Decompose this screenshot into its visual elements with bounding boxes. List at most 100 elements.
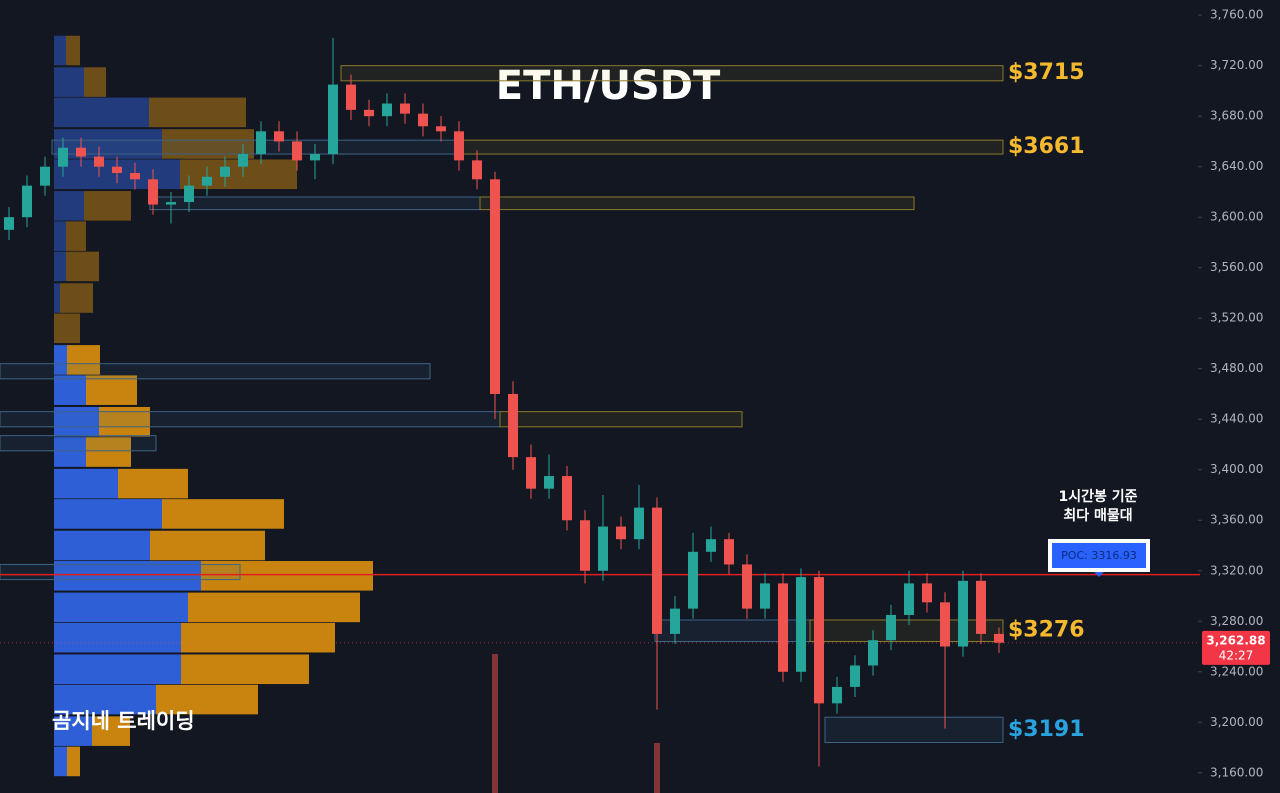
profile-buy (54, 622, 181, 653)
profile-sell (66, 35, 80, 66)
zone (0, 563, 241, 581)
zone-label: $3191 (1008, 717, 1085, 742)
price-tag-countdown: 42:27 (1219, 648, 1254, 662)
profile-buy (54, 375, 86, 405)
profile-buy (54, 561, 201, 591)
profile-buy (54, 437, 86, 467)
candle-body (112, 166, 122, 173)
profile-sell (118, 468, 188, 499)
candle-body (418, 113, 428, 127)
y-tick-label: 3,160.00 (1210, 765, 1263, 779)
poc-label: POC: 3316.93 (1061, 549, 1137, 562)
profile-buy (54, 67, 84, 97)
y-tick-label: 3,720.00 (1210, 58, 1263, 72)
zone-label: $3715 (1008, 60, 1085, 85)
profile-sell (181, 622, 335, 653)
zone (0, 363, 431, 380)
candle-body (94, 156, 104, 167)
profile-buy (54, 191, 84, 221)
profile-buy (54, 746, 67, 777)
profile-buy (54, 530, 150, 561)
zone-label: $3276 (1008, 618, 1085, 643)
profile-sell (54, 313, 80, 344)
y-tick-label: 3,520.00 (1210, 311, 1263, 325)
profile-sell (60, 283, 93, 313)
profile-buy (54, 221, 66, 251)
profile-buy (54, 35, 66, 66)
candle-body (40, 166, 50, 186)
profile-buy (54, 654, 181, 685)
annotation: 1시간봉 기준 (1058, 488, 1137, 505)
y-tick-label: 3,360.00 (1210, 513, 1263, 527)
candle-body (634, 507, 644, 540)
y-tick-label: 3,560.00 (1210, 260, 1263, 274)
zone (479, 196, 915, 211)
candle-body (814, 577, 824, 704)
candle-body (4, 217, 14, 230)
candle-body (976, 580, 986, 634)
chart-title: ETH/USDT (496, 63, 721, 109)
y-tick-label: 3,320.00 (1210, 563, 1263, 577)
y-tick-label: 3,600.00 (1210, 210, 1263, 224)
volume-bar (654, 743, 660, 793)
profile-sell (86, 375, 137, 405)
profile-sell (84, 67, 106, 97)
profile-buy (54, 684, 156, 715)
y-tick-label: 3,280.00 (1210, 614, 1263, 628)
candle-body (688, 551, 698, 609)
profile-buy (54, 468, 118, 499)
profile-sell (84, 191, 131, 221)
candle-body (130, 172, 140, 180)
zone (824, 716, 1004, 743)
profile-sell (149, 97, 246, 128)
profile-sell (66, 251, 99, 282)
candle-body (868, 640, 878, 666)
candle-body (886, 614, 896, 641)
candle-body (436, 126, 446, 132)
candle-body (562, 476, 572, 521)
y-tick-label: 3,400.00 (1210, 462, 1263, 476)
candle-body (922, 583, 932, 603)
profile-sell (201, 561, 373, 591)
candle-body (256, 131, 266, 155)
candle-body (940, 602, 950, 647)
candle-body (310, 154, 320, 161)
price-tag (1202, 630, 1270, 665)
candle-body (346, 84, 356, 110)
candle-body (454, 131, 464, 161)
zone (461, 139, 1004, 155)
profile-buy (54, 716, 92, 746)
candle-body (544, 476, 554, 489)
watermark: 곰지네 트레이딩 (52, 709, 195, 733)
profile-buy (54, 97, 149, 128)
zone (499, 411, 743, 428)
zone (809, 619, 1004, 642)
candle-body (994, 633, 1004, 643)
profile-sell (162, 499, 284, 529)
candle-body (778, 583, 788, 672)
profile-sell (66, 221, 86, 251)
candle-body (58, 147, 68, 167)
candle-body (958, 580, 968, 647)
profile-buy (54, 499, 162, 529)
annotation: 최다 매물대 (1063, 508, 1132, 524)
candle-body (724, 539, 734, 565)
y-tick-label: 3,480.00 (1210, 361, 1263, 375)
candle-body (328, 84, 338, 155)
profile-buy (54, 592, 188, 623)
candle-body (760, 583, 770, 609)
candle-body (508, 393, 518, 458)
y-tick-label: 3,760.00 (1210, 8, 1263, 22)
poc-box (1052, 543, 1146, 568)
price-tag-value: 3,262.88 (1206, 633, 1265, 647)
zone (0, 435, 157, 452)
zone-label: $3661 (1008, 134, 1085, 159)
candle-body (490, 179, 500, 394)
profile-buy (54, 345, 67, 375)
candle-body (580, 520, 590, 571)
profile-buy (54, 283, 60, 313)
candle-body (382, 103, 392, 117)
poc-pointer (1094, 572, 1104, 577)
candle-body (364, 109, 374, 117)
volume-bar (492, 654, 498, 793)
